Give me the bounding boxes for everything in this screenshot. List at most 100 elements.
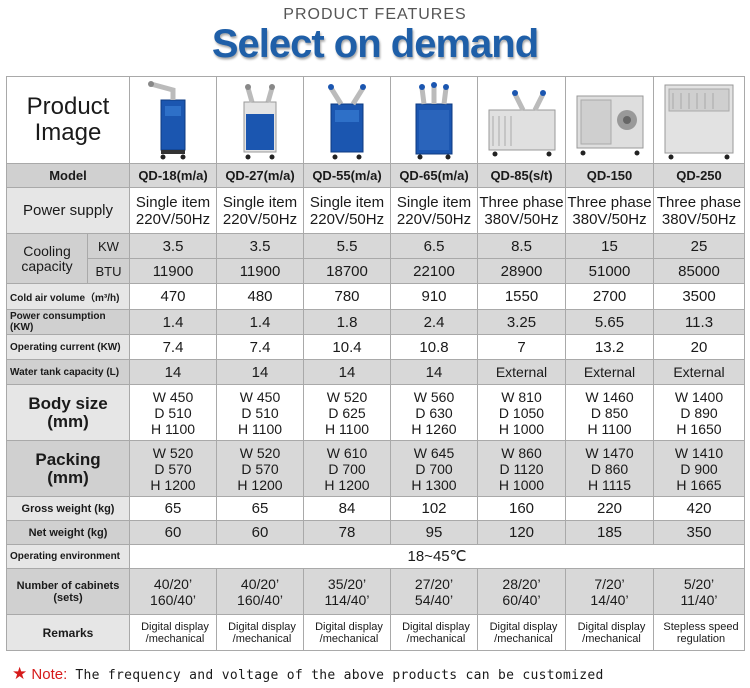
operating-current-value: 7.4 [216, 334, 304, 360]
cooling-kw-row: Cooling capacity KW 3.5 3.5 5.5 6.5 8.5 … [6, 233, 745, 284]
cooling-kw-value: 3.5 [129, 233, 217, 259]
operating-current-row: Operating current (KW) 7.4 7.4 10.4 10.8… [6, 334, 745, 360]
body-size-value: W 450 D 510 H 1100 [129, 384, 217, 441]
power-consumption-value: 2.4 [390, 309, 478, 335]
model-row: Model QD-18(m/a) QD-27(m/a) QD-55(m/a) Q… [6, 163, 745, 188]
cooling-btu-value: 28900 [477, 258, 566, 284]
net-weight-value: 95 [390, 520, 478, 545]
model-name: QD-85(s/t) [477, 163, 566, 188]
water-tank-value: External [565, 359, 654, 385]
body-size-label: Body size (mm) [6, 384, 130, 441]
power-consumption-label: Power consumption (KW) [6, 309, 130, 335]
cabinets-value: 27/20’ 54/40’ [390, 568, 478, 615]
cabinets-value: 40/20’ 160/40’ [216, 568, 304, 615]
spec-table: Product Image [6, 76, 745, 651]
cold-air-value: 3500 [653, 283, 745, 310]
body-size-value: W 1400 D 890 H 1650 [653, 384, 745, 441]
water-tank-value: 14 [216, 359, 304, 385]
packing-value: W 860 D 1120 H 1000 [477, 440, 566, 497]
net-weight-value: 78 [303, 520, 391, 545]
model-name: QD-18(m/a) [129, 163, 217, 188]
operating-current-value: 10.8 [390, 334, 478, 360]
water-tank-value: 14 [129, 359, 217, 385]
remarks-value: Digital display /mechanical [303, 614, 391, 651]
gross-weight-value: 160 [477, 496, 566, 521]
operating-current-value: 7 [477, 334, 566, 360]
water-tank-value: 14 [303, 359, 391, 385]
body-size-value: W 560 D 630 H 1260 [390, 384, 478, 441]
net-weight-label: Net weight (kg) [6, 520, 130, 545]
water-tank-value: 14 [390, 359, 478, 385]
operating-current-value: 20 [653, 334, 745, 360]
power-supply-value: Three phase 380V/50Hz [565, 187, 654, 234]
gross-weight-row: Gross weight (kg) 65 65 84 102 160 220 4… [6, 496, 745, 521]
qd-250-unit-image [653, 76, 745, 164]
cooling-btu-value: 11900 [129, 258, 217, 284]
cabinets-label: Number of cabinets (sets) [6, 568, 130, 615]
model-name: QD-250 [653, 163, 745, 188]
power-supply-value: Single item 220V/50Hz [129, 187, 217, 234]
packing-value: W 520 D 570 H 1200 [129, 440, 217, 497]
power-supply-value: Single item 220V/50Hz [216, 187, 304, 234]
gross-weight-label: Gross weight (kg) [6, 496, 130, 521]
kicker-text: PRODUCT FEATURES [283, 6, 467, 23]
power-supply-value: Three phase 380V/50Hz [477, 187, 566, 234]
remarks-row: Remarks Digital display /mechanical Digi… [6, 614, 745, 651]
net-weight-row: Net weight (kg) 60 60 78 95 120 185 350 [6, 520, 745, 545]
packing-value: W 1470 D 860 H 1115 [565, 440, 654, 497]
cooling-kw-value: 25 [653, 233, 745, 259]
gross-weight-value: 65 [129, 496, 217, 521]
cooling-btu-value: 51000 [565, 258, 654, 284]
cooling-kw-value: 8.5 [477, 233, 566, 259]
operating-current-value: 10.4 [303, 334, 391, 360]
power-supply-value: Single item 220V/50Hz [303, 187, 391, 234]
power-supply-value: Three phase 380V/50Hz [653, 187, 745, 234]
operating-environment-label: Operating environment [6, 544, 130, 569]
qd-65-unit-image [390, 76, 478, 164]
body-size-value: W 450 D 510 H 1100 [216, 384, 304, 441]
cold-air-value: 910 [390, 283, 478, 310]
water-tank-label: Water tank capacity (L) [6, 359, 130, 385]
cooling-btu-value: 18700 [303, 258, 391, 284]
star-icon: ★ [12, 664, 28, 683]
remarks-value: Digital display /mechanical [129, 614, 217, 651]
remarks-label: Remarks [6, 614, 130, 651]
cold-air-value: 2700 [565, 283, 654, 310]
power-consumption-value: 1.4 [216, 309, 304, 335]
model-name: QD-55(m/a) [303, 163, 391, 188]
cabinets-value: 7/20’ 14/40’ [565, 568, 654, 615]
net-weight-value: 60 [216, 520, 304, 545]
cold-air-label: Cold air volume（m³/h) [6, 283, 130, 310]
note-text: The frequency and voltage of the above p… [67, 668, 604, 683]
net-weight-value: 350 [653, 520, 745, 545]
power-supply-row: Power supply Single item 220V/50Hz Singl… [6, 187, 745, 234]
remarks-value: Digital display /mechanical [390, 614, 478, 651]
cabinets-row: Number of cabinets (sets) 40/20’ 160/40’… [6, 568, 745, 615]
model-label: Model [6, 163, 130, 188]
cold-air-value: 1550 [477, 283, 566, 310]
qd-18-unit-image [129, 76, 217, 164]
packing-value: W 645 D 700 H 1300 [390, 440, 478, 497]
remarks-value: Digital display /mechanical [477, 614, 566, 651]
net-weight-value: 120 [477, 520, 566, 545]
cold-air-row: Cold air volume（m³/h) 470 480 780 910 15… [6, 283, 745, 310]
cabinets-value: 28/20’ 60/40’ [477, 568, 566, 615]
cooling-btu-value: 85000 [653, 258, 745, 284]
power-consumption-row: Power consumption (KW) 1.4 1.4 1.8 2.4 3… [6, 309, 745, 335]
operating-current-value: 7.4 [129, 334, 217, 360]
cooling-kw-value: 6.5 [390, 233, 478, 259]
cold-air-value: 780 [303, 283, 391, 310]
packing-value: W 1410 D 900 H 1665 [653, 440, 745, 497]
model-name: QD-27(m/a) [216, 163, 304, 188]
body-size-row: Body size (mm) W 450 D 510 H 1100 W 450 … [6, 384, 745, 441]
power-consumption-value: 1.8 [303, 309, 391, 335]
power-consumption-value: 1.4 [129, 309, 217, 335]
cabinets-value: 5/20’ 11/40’ [653, 568, 745, 615]
btu-unit-label: BTU [87, 258, 130, 284]
packing-value: W 610 D 700 H 1200 [303, 440, 391, 497]
power-supply-value: Single item 220V/50Hz [390, 187, 478, 234]
cooling-btu-value: 11900 [216, 258, 304, 284]
cold-air-value: 480 [216, 283, 304, 310]
water-tank-row: Water tank capacity (L) 14 14 14 14 Exte… [6, 359, 745, 385]
operating-environment-value: 18~45℃ [129, 544, 745, 569]
